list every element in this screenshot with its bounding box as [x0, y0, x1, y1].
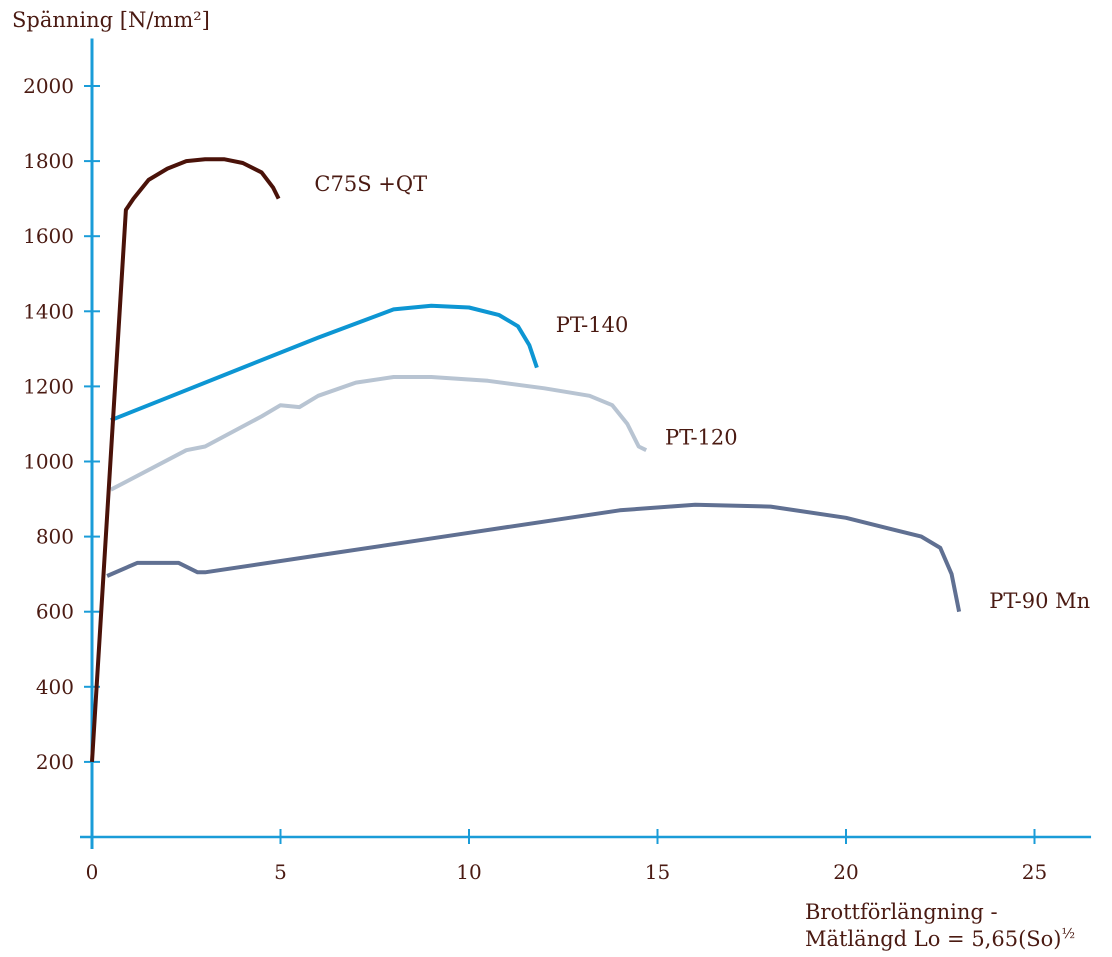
x-tick-label: 5 [274, 860, 287, 884]
y-tick-label: 2000 [23, 74, 74, 98]
series-line-c75s-qt [90, 157, 281, 763]
y-tick-label: 200 [36, 750, 74, 774]
series-labels: C75S +QT PT-140 PT-120 PT-90 Mn [314, 172, 1090, 613]
x-axis-label-main: Mätlängd Lo = 5,65(So) [805, 927, 1062, 951]
x-tick-label: 25 [1022, 860, 1047, 884]
x-tick-label: 10 [456, 860, 481, 884]
y-tick-label: 1800 [23, 149, 74, 173]
series-label-pt-140: PT-140 [556, 313, 629, 337]
series-label-pt-90-mn: PT-90 Mn [989, 589, 1090, 613]
series-label-c75s-qt: C75S +QT [314, 172, 427, 196]
x-axis-label-sup: ½ [1061, 926, 1076, 942]
x-axis-label-line2: Mätlängd Lo = 5,65(So)½ [805, 926, 1075, 951]
y-tick-label: 1200 [23, 374, 74, 398]
series-line-pt-90-mn [106, 502, 962, 613]
series-line-pt-140 [110, 303, 539, 423]
series-line-pt-120 [109, 375, 648, 492]
y-tick-label: 600 [36, 600, 74, 624]
y-tick-label: 1600 [23, 224, 74, 248]
y-axis-label: Spänning [N/mm²] [12, 8, 210, 32]
y-tick-label: 1400 [23, 299, 74, 323]
x-axis-label-line1: Brottförlängning - [805, 900, 998, 924]
series-layer [90, 157, 962, 763]
y-tick-label: 1000 [23, 450, 74, 474]
axes: 0 5 10 15 20 25 200 400 600 800 1000 1200 1400 1600 18… [23, 38, 1092, 884]
y-tick-label: 800 [36, 525, 74, 549]
x-tick-label: 20 [833, 860, 858, 884]
y-tick-label: 400 [36, 675, 74, 699]
x-tick-label: 15 [645, 860, 670, 884]
series-label-pt-120: PT-120 [665, 426, 738, 450]
x-tick-label: 0 [86, 860, 99, 884]
